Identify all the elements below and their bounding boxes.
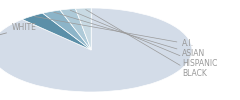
- Wedge shape: [43, 10, 91, 50]
- Text: BLACK: BLACK: [86, 10, 207, 78]
- Wedge shape: [22, 13, 91, 50]
- Wedge shape: [75, 8, 91, 50]
- Wedge shape: [0, 8, 192, 92]
- Text: WHITE: WHITE: [0, 24, 37, 35]
- Text: HISPANIC: HISPANIC: [70, 10, 218, 68]
- Text: ASIAN: ASIAN: [54, 12, 206, 58]
- Wedge shape: [60, 8, 91, 50]
- Text: A.I.: A.I.: [35, 16, 195, 48]
